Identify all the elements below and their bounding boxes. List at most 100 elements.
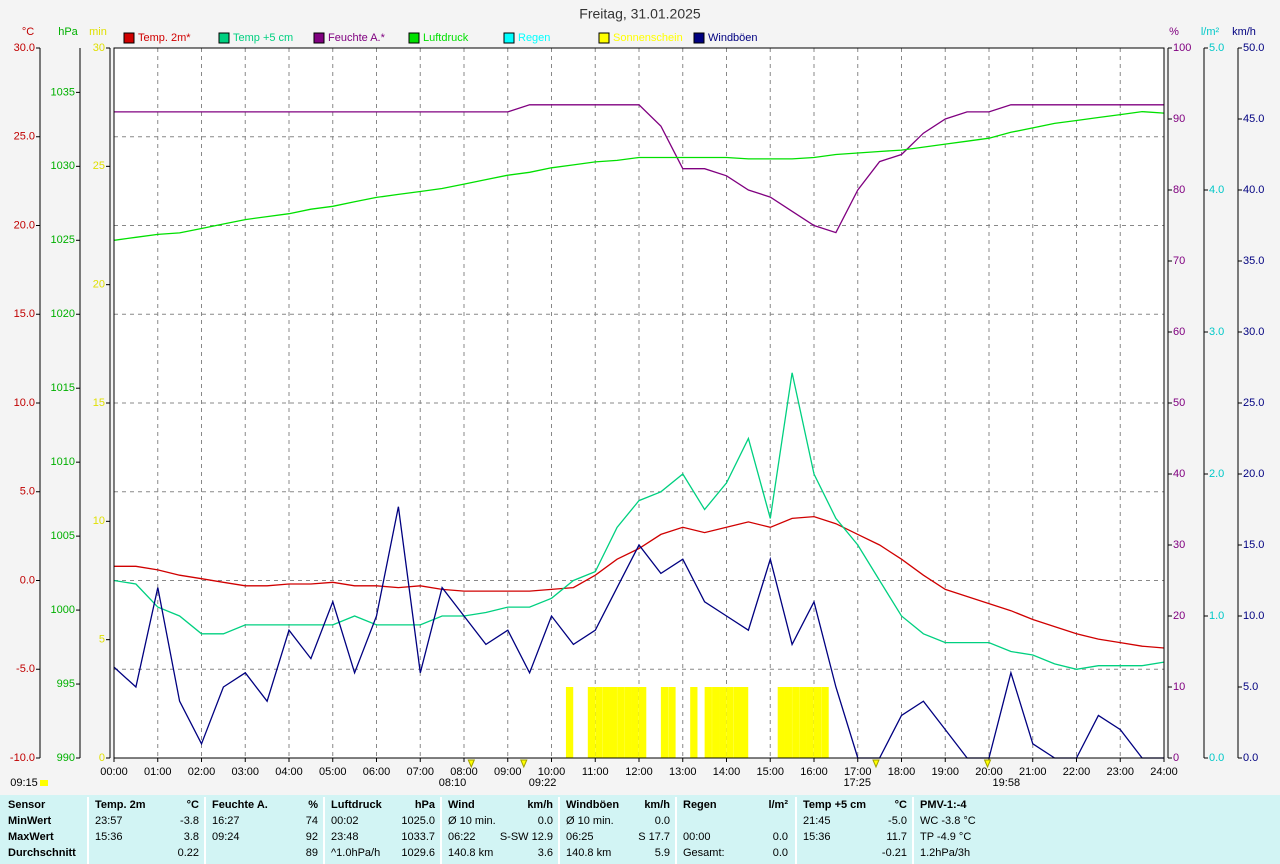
table-cell: 06:25	[566, 831, 594, 843]
axis-unit: %	[1169, 26, 1179, 38]
y-tick-label: 4.0	[1209, 184, 1224, 196]
table-cell: ^1.0hPa/h	[331, 847, 380, 859]
annotation-label: 17:25	[843, 777, 871, 789]
sunshine-bar	[587, 687, 596, 758]
legend-swatch	[693, 32, 705, 44]
table-cell: WC -3.8 °C	[920, 815, 976, 827]
y-tick-label: 0.0	[1243, 752, 1258, 764]
table-cell: 09:24	[212, 831, 240, 843]
table-cell: Wind	[448, 799, 475, 811]
y-tick-label: 90	[1173, 113, 1185, 125]
sunshine-bar	[719, 687, 727, 758]
y-tick-label: 20.0	[1243, 468, 1264, 480]
y-tick-label: 20.0	[14, 219, 35, 231]
legend-swatch	[123, 32, 135, 44]
y-tick-label: 25.0	[14, 131, 35, 143]
x-tick-label: 12:00	[625, 766, 653, 778]
table-cell: 0.0	[538, 815, 553, 827]
y-tick-label: 0	[99, 752, 105, 764]
legend-label: Sonnenschein	[613, 32, 683, 44]
x-tick-label: 01:00	[144, 766, 172, 778]
annotation-marker	[983, 759, 992, 769]
y-tick-label: 50.0	[1243, 42, 1264, 54]
legend-swatch	[218, 32, 230, 44]
sunshine-bar	[814, 687, 822, 758]
annotation-marker	[467, 759, 476, 769]
table-cell: Gesamt:	[683, 847, 725, 859]
table-cell: 3.6	[538, 847, 553, 859]
table-cell: km/h	[527, 799, 553, 811]
y-tick-label: 30	[93, 42, 105, 54]
table-cell: 00:02	[331, 815, 359, 827]
y-tick-label: 25.0	[1243, 397, 1264, 409]
legend-swatch	[503, 32, 515, 44]
x-tick-label: 16:00	[800, 766, 828, 778]
sunshine-bar	[821, 687, 829, 758]
table-cell: 1.2hPa/3h	[920, 847, 970, 859]
x-tick-label: 18:00	[888, 766, 916, 778]
y-tick-label: 50	[1173, 397, 1185, 409]
x-tick-label: 07:00	[406, 766, 434, 778]
table-cell: Durchschnitt	[8, 847, 76, 859]
x-tick-label: 04:00	[275, 766, 303, 778]
table-cell: l/m²	[768, 799, 788, 811]
y-tick-label: 100	[1173, 42, 1191, 54]
table-cell: Sensor	[8, 799, 46, 811]
table-cell: Ø 10 min.	[448, 815, 496, 827]
table-cell: %	[308, 799, 318, 811]
annotation-label: 19:58	[993, 777, 1021, 789]
sunshine-bar	[784, 687, 792, 758]
y-tick-label: 15	[93, 397, 105, 409]
sunshine-bar	[595, 687, 603, 758]
table-cell: 140.8 km	[448, 847, 493, 859]
sunshine-bar	[617, 687, 625, 758]
table-cell: S-SW 12.9	[500, 831, 553, 843]
table-cell: 1033.7	[401, 831, 435, 843]
y-tick-label: 15.0	[14, 308, 35, 320]
table-cell: Temp. 2m	[95, 799, 146, 811]
table-cell: Feuchte A.	[212, 799, 268, 811]
y-tick-label: 3.0	[1209, 326, 1224, 338]
sun-icon	[40, 780, 48, 786]
table-cell: 23:57	[95, 815, 123, 827]
x-tick-label: 19:00	[931, 766, 959, 778]
annotation-label: 09:22	[529, 777, 557, 789]
axis-unit: min	[89, 26, 107, 38]
series-line	[114, 104, 1164, 234]
x-tick-label: 09:00	[494, 766, 522, 778]
table-cell: 0.22	[178, 847, 199, 859]
y-tick-label: 35.0	[1243, 255, 1264, 267]
axis-unit: l/m²	[1201, 26, 1220, 38]
y-tick-label: 70	[1173, 255, 1185, 267]
y-tick-label: 25	[93, 160, 105, 172]
x-tick-label: 10:00	[538, 766, 566, 778]
y-tick-label: 1000	[51, 604, 75, 616]
x-tick-label: 02:00	[188, 766, 216, 778]
y-tick-label: 5.0	[1209, 42, 1224, 54]
y-tick-label: 5.0	[1243, 681, 1258, 693]
y-tick-label: 30.0	[1243, 326, 1264, 338]
table-cell: 11.7	[886, 831, 907, 843]
y-tick-label: 10	[93, 515, 105, 527]
legend-swatch	[408, 32, 420, 44]
legend-label: Luftdruck	[423, 32, 469, 44]
x-tick-label: 06:00	[363, 766, 391, 778]
sunshine-bar	[726, 687, 734, 758]
table-cell: 1029.6	[401, 847, 435, 859]
y-tick-label: 30.0	[14, 42, 35, 54]
table-cell: 15:36	[95, 831, 123, 843]
y-tick-label: 1010	[51, 456, 75, 468]
y-tick-label: 1.0	[1209, 610, 1224, 622]
table-cell: 140.8 km	[566, 847, 611, 859]
x-tick-label: 05:00	[319, 766, 347, 778]
y-tick-label: 1005	[51, 530, 75, 542]
table-cell: 0.0	[773, 847, 788, 859]
legend-swatch	[313, 32, 325, 44]
y-tick-label: 10.0	[1243, 610, 1264, 622]
sunshine-bar	[806, 687, 814, 758]
y-tick-label: 1020	[51, 308, 75, 320]
x-tick-label: 03:00	[231, 766, 259, 778]
table-cell: S 17.7	[638, 831, 670, 843]
series-line	[113, 110, 1165, 241]
table-cell: Windböen	[566, 799, 619, 811]
